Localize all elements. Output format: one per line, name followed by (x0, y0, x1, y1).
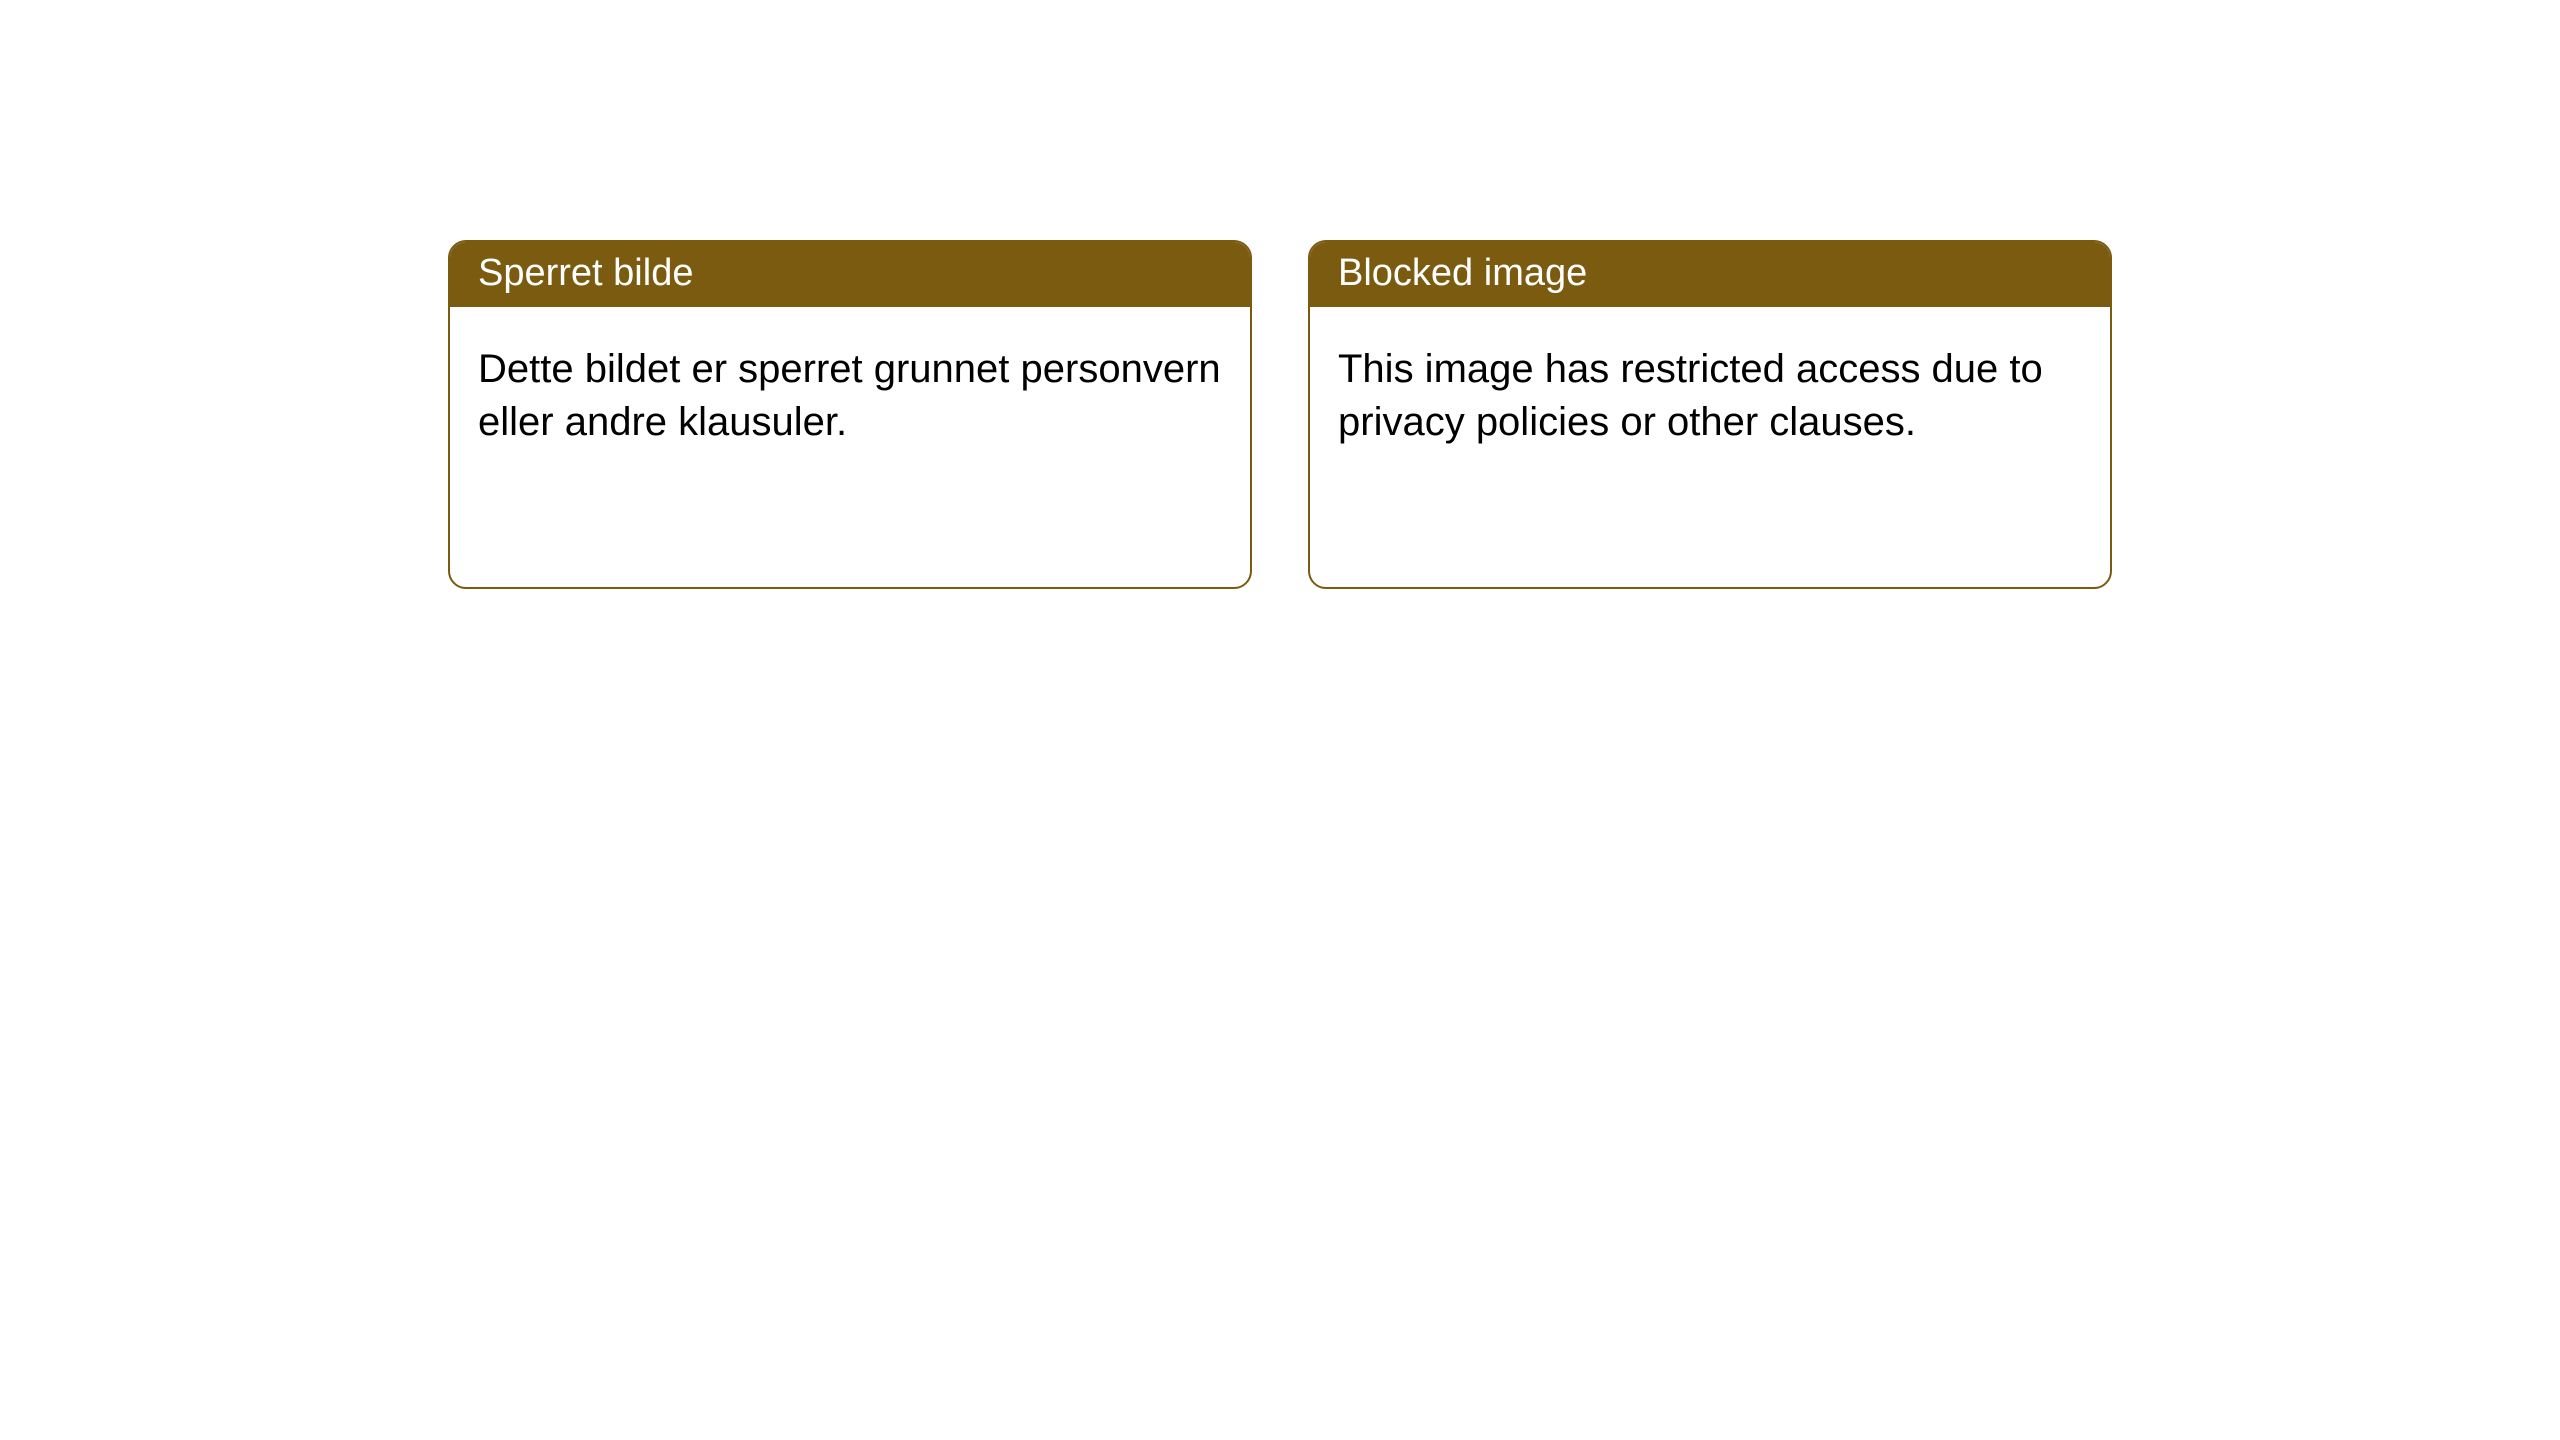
card-body: This image has restricted access due to … (1310, 307, 2110, 587)
card-body-text: Dette bildet er sperret grunnet personve… (478, 347, 1221, 444)
notice-container: Sperret bilde Dette bildet er sperret gr… (0, 0, 2560, 589)
card-title: Sperret bilde (478, 252, 693, 294)
card-title: Blocked image (1338, 252, 1587, 294)
card-header: Blocked image (1310, 242, 2110, 307)
blocked-image-card-en: Blocked image This image has restricted … (1308, 240, 2112, 589)
card-header: Sperret bilde (450, 242, 1250, 307)
blocked-image-card-no: Sperret bilde Dette bildet er sperret gr… (448, 240, 1252, 589)
card-body: Dette bildet er sperret grunnet personve… (450, 307, 1250, 587)
card-body-text: This image has restricted access due to … (1338, 347, 2043, 444)
